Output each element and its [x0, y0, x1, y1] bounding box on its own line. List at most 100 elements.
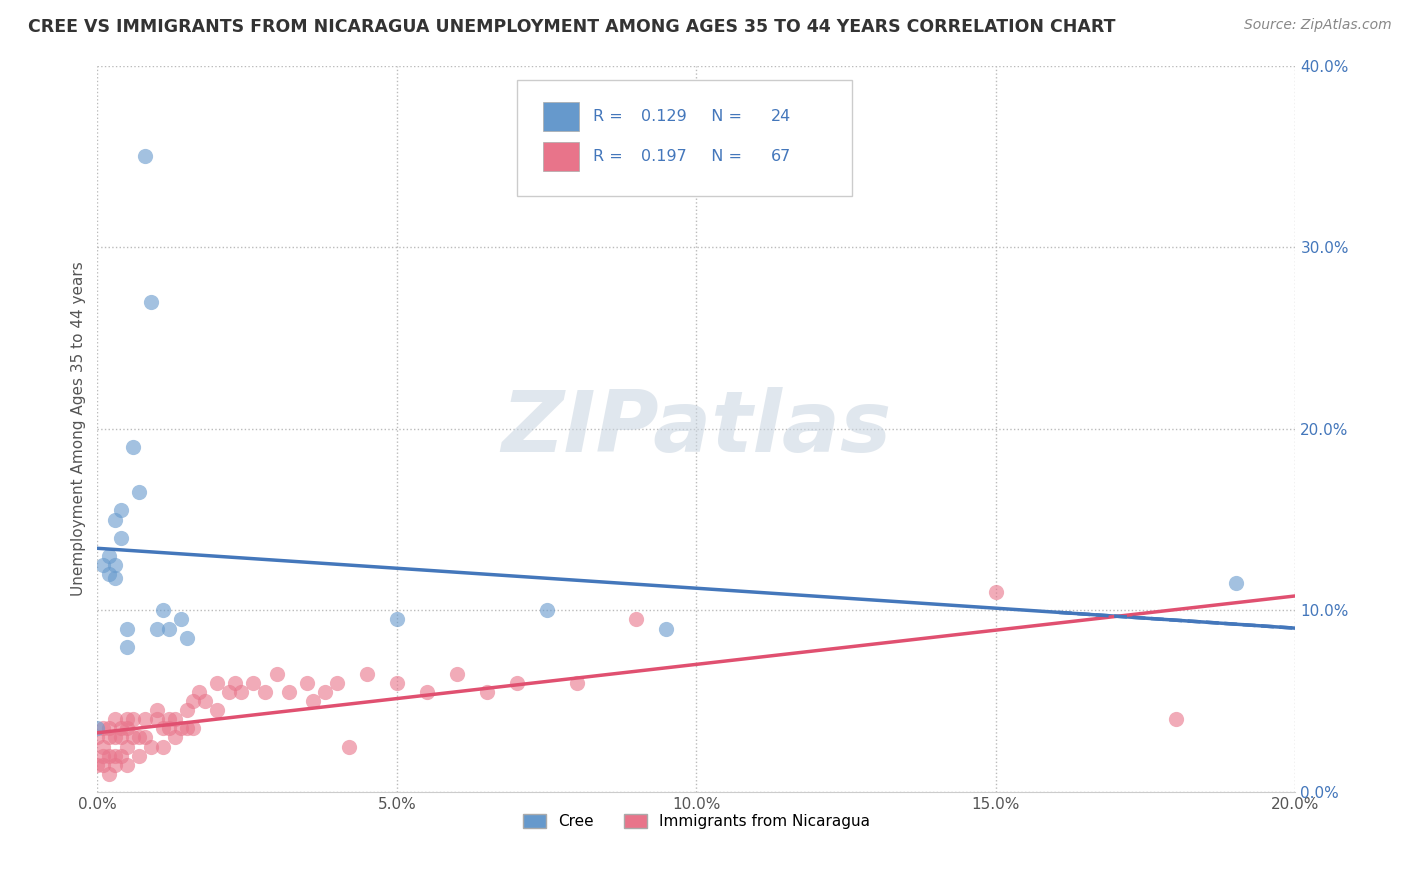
Point [104, 731, 127, 745]
Point [122, 731, 145, 745]
Text: ZIPatlas: ZIPatlas [502, 387, 891, 470]
FancyBboxPatch shape [516, 80, 852, 196]
Text: 67: 67 [770, 149, 792, 164]
Point [655, 622, 678, 636]
Point [416, 685, 439, 699]
Point [117, 722, 139, 736]
Point [146, 712, 169, 726]
Text: R =: R = [593, 109, 628, 124]
Point [176, 703, 198, 717]
Point [626, 612, 648, 626]
Point [110, 722, 132, 736]
Point [314, 685, 336, 699]
Point [93, 722, 115, 736]
Point [326, 676, 349, 690]
Point [117, 739, 139, 754]
Point [93, 739, 115, 754]
Point [128, 748, 150, 763]
Point [122, 440, 145, 454]
Point [1164, 712, 1187, 726]
Point [141, 294, 163, 309]
Point [242, 676, 264, 690]
Point [224, 676, 246, 690]
Y-axis label: Unemployment Among Ages 35 to 44 years: Unemployment Among Ages 35 to 44 years [72, 261, 86, 596]
Point [128, 485, 150, 500]
Point [337, 739, 360, 754]
Point [205, 703, 228, 717]
Point [141, 739, 163, 754]
Point [176, 631, 198, 645]
Point [505, 676, 527, 690]
Point [266, 667, 288, 681]
Point [475, 685, 498, 699]
Point [104, 512, 127, 526]
Point [86, 722, 108, 736]
Point [295, 676, 318, 690]
Point [128, 731, 150, 745]
Point [356, 667, 378, 681]
Point [122, 712, 145, 726]
FancyBboxPatch shape [543, 142, 579, 171]
Point [134, 731, 156, 745]
Point [181, 694, 204, 708]
Point [984, 585, 1007, 599]
Point [165, 731, 187, 745]
Point [229, 685, 252, 699]
Point [110, 503, 132, 517]
Text: R =: R = [593, 149, 628, 164]
Point [1225, 576, 1247, 591]
Point [104, 748, 127, 763]
Point [157, 622, 180, 636]
Text: 0.197: 0.197 [641, 149, 688, 164]
Point [176, 722, 198, 736]
Point [110, 531, 132, 545]
Point [218, 685, 240, 699]
Point [152, 722, 174, 736]
Point [98, 748, 121, 763]
Point [104, 757, 127, 772]
Point [170, 612, 193, 626]
Point [86, 757, 108, 772]
Point [146, 703, 169, 717]
Legend: Cree, Immigrants from Nicaragua: Cree, Immigrants from Nicaragua [516, 808, 876, 835]
Text: N =: N = [702, 109, 748, 124]
Point [385, 612, 408, 626]
Point [146, 622, 169, 636]
Point [385, 676, 408, 690]
Text: 24: 24 [770, 109, 792, 124]
Point [110, 731, 132, 745]
Point [170, 722, 193, 736]
Text: 0.129: 0.129 [641, 109, 688, 124]
Point [157, 712, 180, 726]
Point [93, 558, 115, 572]
Point [93, 757, 115, 772]
Point [194, 694, 217, 708]
Point [104, 571, 127, 585]
Point [188, 685, 211, 699]
Text: CREE VS IMMIGRANTS FROM NICARAGUA UNEMPLOYMENT AMONG AGES 35 TO 44 YEARS CORRELA: CREE VS IMMIGRANTS FROM NICARAGUA UNEMPL… [28, 18, 1115, 36]
Text: N =: N = [702, 149, 748, 164]
FancyBboxPatch shape [543, 102, 579, 131]
Point [565, 676, 588, 690]
Point [278, 685, 301, 699]
Point [104, 712, 127, 726]
Point [104, 558, 127, 572]
Point [165, 712, 187, 726]
Point [302, 694, 325, 708]
Point [117, 640, 139, 654]
Point [98, 567, 121, 582]
Point [536, 603, 558, 617]
Point [86, 731, 108, 745]
Point [117, 757, 139, 772]
Point [98, 731, 121, 745]
Point [134, 149, 156, 163]
Point [93, 748, 115, 763]
Point [181, 722, 204, 736]
Point [98, 549, 121, 563]
Point [205, 676, 228, 690]
Point [117, 712, 139, 726]
Text: Source: ZipAtlas.com: Source: ZipAtlas.com [1244, 18, 1392, 32]
Point [98, 766, 121, 780]
Point [152, 739, 174, 754]
Point [446, 667, 468, 681]
